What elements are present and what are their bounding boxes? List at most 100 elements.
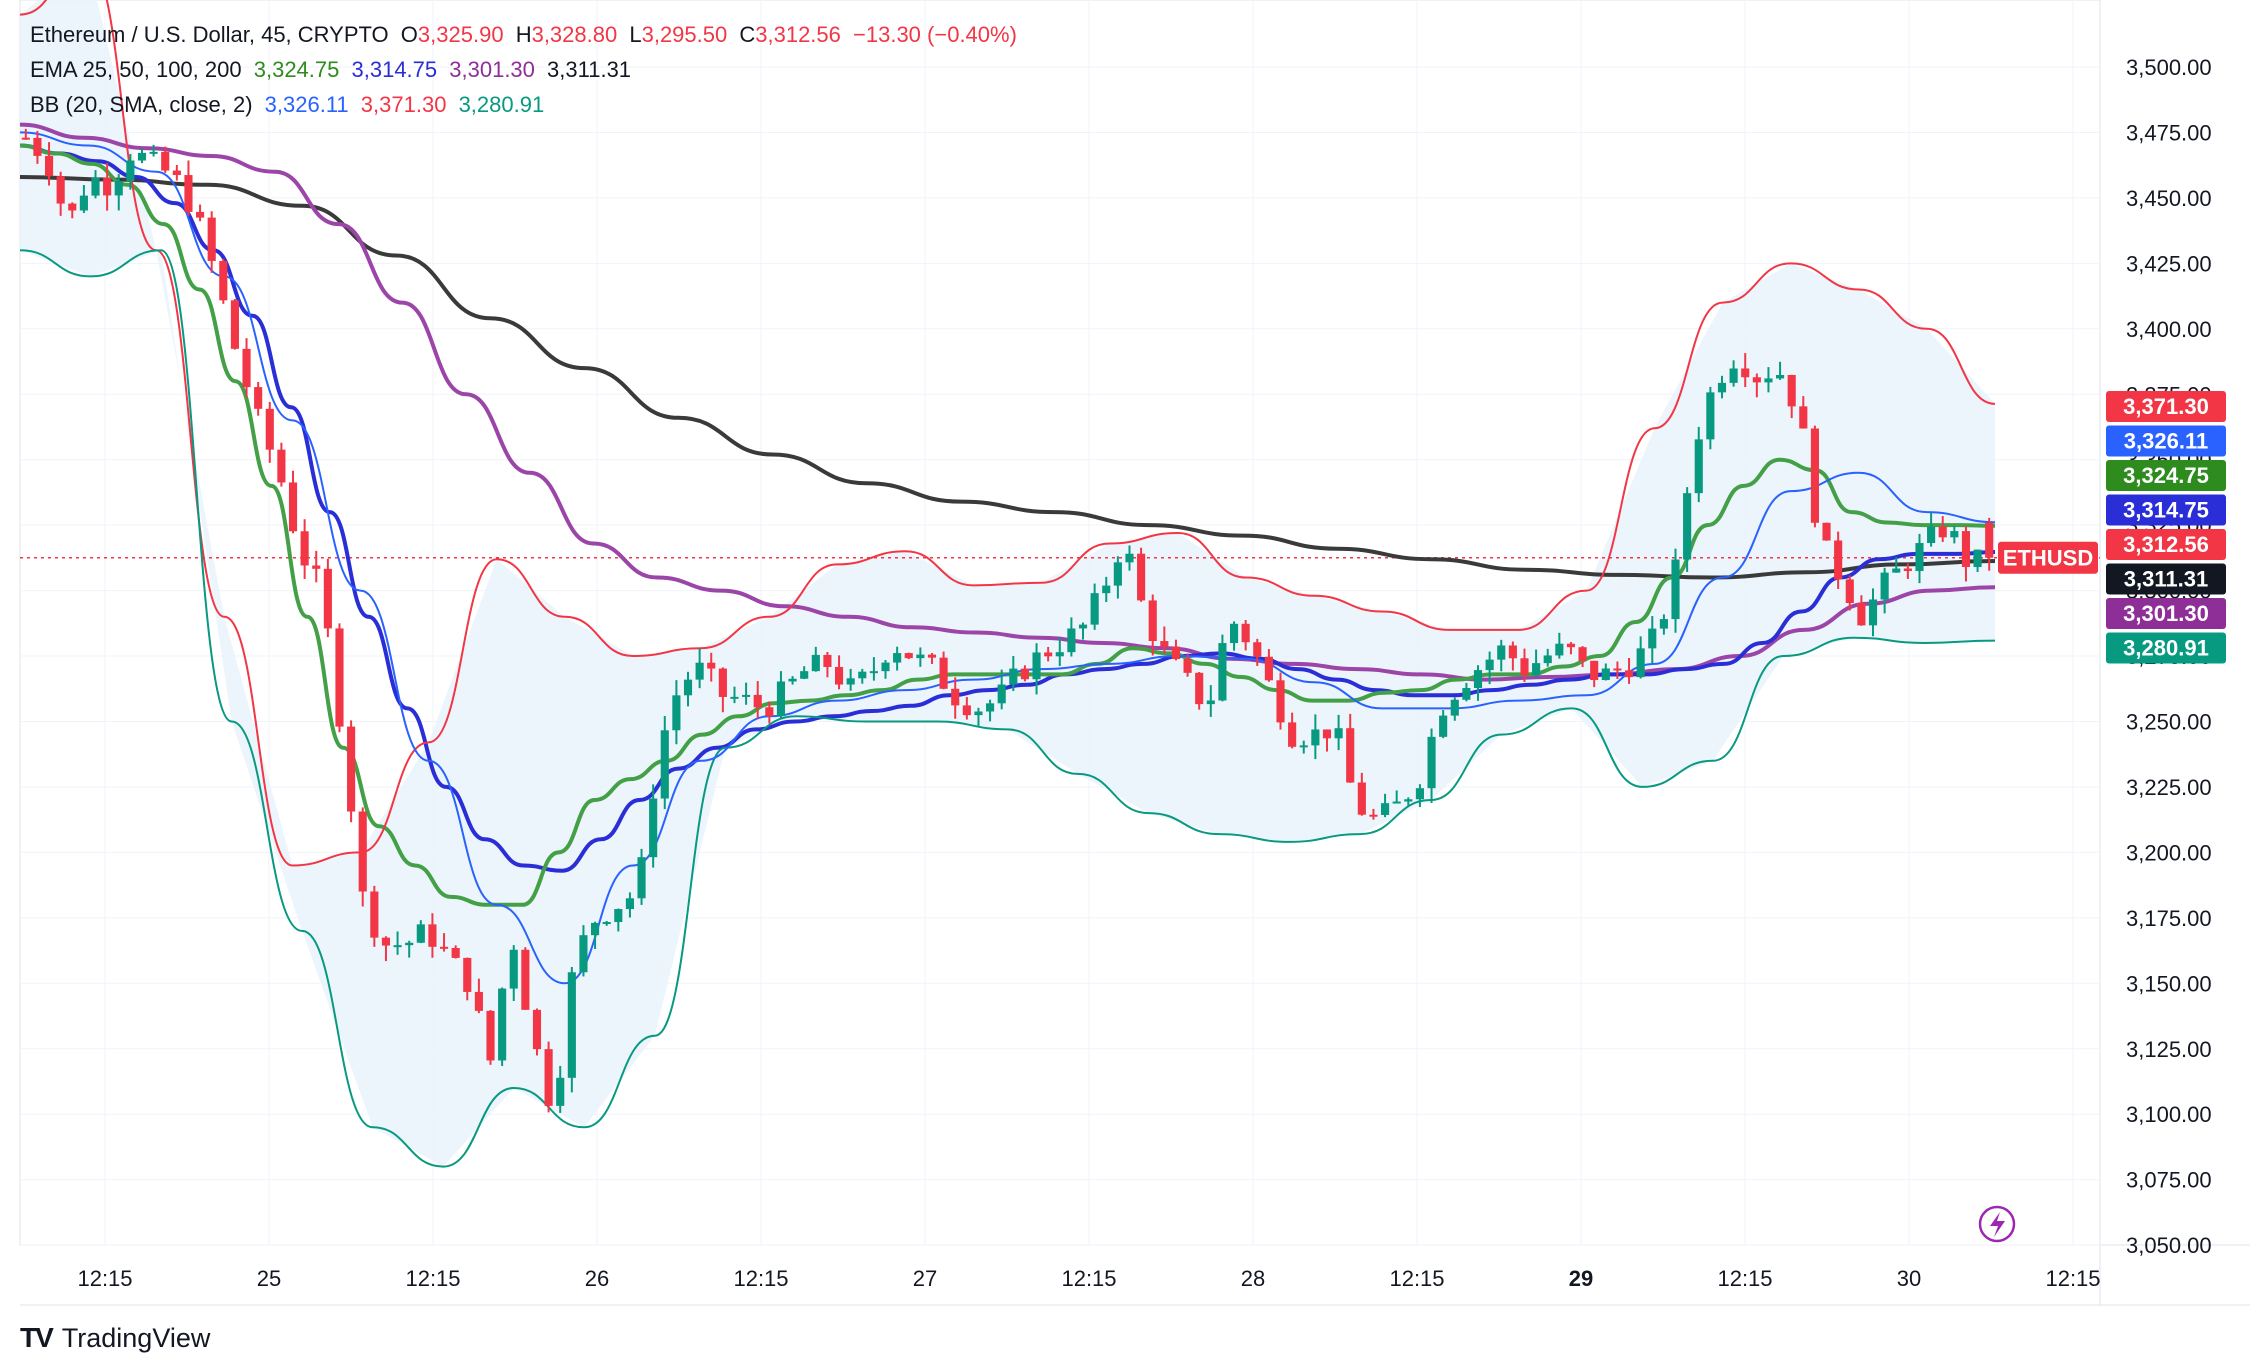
- candle-body: [1822, 522, 1831, 541]
- candle-body: [1810, 428, 1819, 523]
- candle-body: [765, 707, 774, 717]
- x-tick-label: 12:15: [2045, 1266, 2100, 1291]
- candle-body: [1067, 628, 1076, 653]
- candle-body: [1892, 568, 1901, 573]
- candle-body: [1532, 663, 1541, 676]
- candle-body: [370, 891, 379, 938]
- ema25-line: [19, 143, 1996, 907]
- high-value: 3,328.80: [531, 22, 618, 47]
- price-tag: 3,371.30: [2123, 394, 2209, 419]
- candle-body: [1508, 645, 1517, 659]
- candle-body: [1078, 624, 1088, 629]
- price-tag-bg: [2106, 460, 2226, 491]
- candle-body: [800, 671, 809, 679]
- ema25-value: 3,324.75: [253, 57, 340, 82]
- x-tick-label: 28: [1241, 1266, 1265, 1291]
- candle-body: [974, 711, 983, 716]
- candle-body: [1392, 801, 1401, 804]
- candle-body: [1346, 728, 1355, 783]
- candle-body: [1636, 648, 1645, 678]
- open-value: 3,325.90: [417, 22, 504, 47]
- candle-body: [300, 531, 309, 566]
- candle-body: [1229, 623, 1239, 644]
- candle-body: [137, 152, 147, 161]
- tradingview-branding[interactable]: TV TradingView: [20, 1322, 210, 1354]
- tradingview-logo-icon: TV: [20, 1322, 54, 1353]
- candle-body: [625, 898, 634, 910]
- candle-body: [1868, 599, 1878, 626]
- candle-body: [1613, 668, 1622, 671]
- candle-body: [567, 972, 576, 1078]
- candle-body: [718, 668, 727, 697]
- candle-body: [1799, 406, 1808, 429]
- close-value: 3,312.56: [755, 22, 841, 47]
- candle-body: [1171, 646, 1181, 660]
- candle-body: [1903, 568, 1912, 572]
- candle-body: [1369, 814, 1378, 817]
- candle-body: [1834, 540, 1843, 580]
- candle-body: [1520, 658, 1529, 676]
- open-label: O: [400, 22, 418, 47]
- candle-body: [474, 991, 483, 1011]
- candle-body: [1857, 603, 1866, 626]
- candle-body: [1776, 374, 1785, 379]
- candle-body: [1381, 803, 1390, 815]
- candle-body: [323, 568, 332, 629]
- candle-body: [1427, 736, 1436, 789]
- candle-body: [532, 1009, 542, 1050]
- candle-body: [230, 300, 239, 349]
- x-tick-label: 12:15: [1717, 1266, 1772, 1291]
- x-tick-label: 26: [585, 1266, 609, 1291]
- candle-body: [1706, 392, 1715, 440]
- symbol-tag: ETHUSD: [2003, 546, 2093, 571]
- candle-body: [1288, 722, 1297, 747]
- candle-body: [68, 203, 77, 211]
- candle-body: [811, 654, 820, 672]
- candle-body: [265, 408, 274, 450]
- candle-body: [707, 662, 716, 669]
- candle-body: [381, 937, 391, 946]
- x-tick-label: 12:15: [77, 1266, 132, 1291]
- candle-body: [1578, 647, 1587, 661]
- candle-body: [1415, 788, 1424, 800]
- candle-body: [649, 798, 658, 858]
- candle-body: [1044, 652, 1053, 657]
- bb-basis-line: [19, 131, 1996, 985]
- candle-body: [1264, 656, 1273, 681]
- bb-lower-value: 3,280.91: [458, 92, 545, 117]
- bb-legend: BB (20, SMA, close, 2) 3,326.11 3,371.30…: [30, 92, 550, 118]
- candle-body: [1206, 700, 1215, 705]
- candle-body: [695, 662, 704, 680]
- candle-body: [1299, 745, 1308, 748]
- y-tick-label: 3,175.00: [2126, 906, 2212, 931]
- y-tick-label: 3,225.00: [2126, 775, 2212, 800]
- candle-body: [172, 170, 181, 176]
- x-tick-label: 12:15: [733, 1266, 788, 1291]
- ema100-value: 3,301.30: [449, 57, 535, 82]
- price-tag: 3,301.30: [2123, 601, 2209, 626]
- candle-body: [1717, 382, 1727, 393]
- candle-body: [672, 695, 681, 731]
- price-tag: 3,326.11: [2124, 429, 2208, 454]
- y-tick-label: 3,250.00: [2126, 710, 2212, 735]
- candle-body: [962, 705, 971, 716]
- candle-body: [1741, 368, 1750, 378]
- candle-body: [1334, 728, 1343, 739]
- symbol-title: Ethereum / U.S. Dollar, 45, CRYPTO: [30, 22, 389, 47]
- high-label: H: [515, 22, 532, 47]
- candle-body: [21, 137, 30, 140]
- ema50-value: 3,314.75: [351, 57, 438, 82]
- x-tick-label: 25: [257, 1266, 281, 1291]
- candle-body: [1148, 600, 1157, 642]
- candle-body: [1497, 645, 1506, 660]
- candle-body: [1671, 559, 1680, 620]
- price-tag: 3,314.75: [2123, 498, 2209, 523]
- candle-body: [556, 1077, 565, 1106]
- candle-body: [1938, 526, 1947, 538]
- candle-body: [1462, 688, 1471, 700]
- x-tick-label: 12:15: [405, 1266, 460, 1291]
- candle-body: [196, 211, 205, 218]
- candle-body: [927, 654, 937, 658]
- candle-body: [591, 922, 600, 936]
